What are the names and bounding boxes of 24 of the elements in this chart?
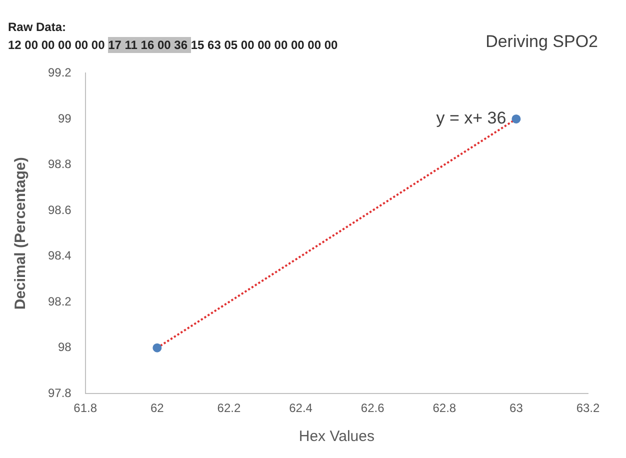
text: 17 11 16 00 36 bbox=[108, 37, 191, 53]
x-tick-label: 62.4 bbox=[289, 401, 313, 416]
x-tick-label: 62 bbox=[150, 401, 164, 416]
y-tick-label: 97.8 bbox=[48, 386, 72, 400]
y-tick-label: 98.4 bbox=[48, 248, 72, 263]
text: Raw Data: bbox=[8, 20, 68, 34]
x-tick-label: 63.2 bbox=[576, 401, 600, 416]
y-tick-label: 99 bbox=[58, 111, 72, 126]
x-tick-label: 63 bbox=[510, 401, 524, 416]
text: 15 63 05 00 00 00 00 00 00 bbox=[190, 37, 338, 53]
y-tick-label: 98.8 bbox=[48, 157, 72, 172]
chart-title: Deriving SPO2 bbox=[486, 32, 598, 52]
x-axis-title: Hex Values bbox=[298, 428, 374, 446]
annotation: y = x+ 36 bbox=[436, 108, 506, 128]
y-tick-label: 99.2 bbox=[48, 66, 72, 80]
y-tick-label: 98.6 bbox=[48, 202, 72, 217]
x-tick-label: 62.8 bbox=[432, 401, 456, 416]
y-tick-label: 98.2 bbox=[48, 294, 72, 308]
y-axis-title: Decimal (Percentage) bbox=[12, 157, 30, 310]
text: 12 00 00 00 00 00 bbox=[8, 37, 106, 53]
x-tick-label: 62.2 bbox=[217, 401, 241, 416]
y-tick-label: 98 bbox=[58, 340, 72, 354]
x-tick-label: 61.8 bbox=[74, 401, 98, 416]
x-tick-label: 62.6 bbox=[360, 401, 385, 416]
